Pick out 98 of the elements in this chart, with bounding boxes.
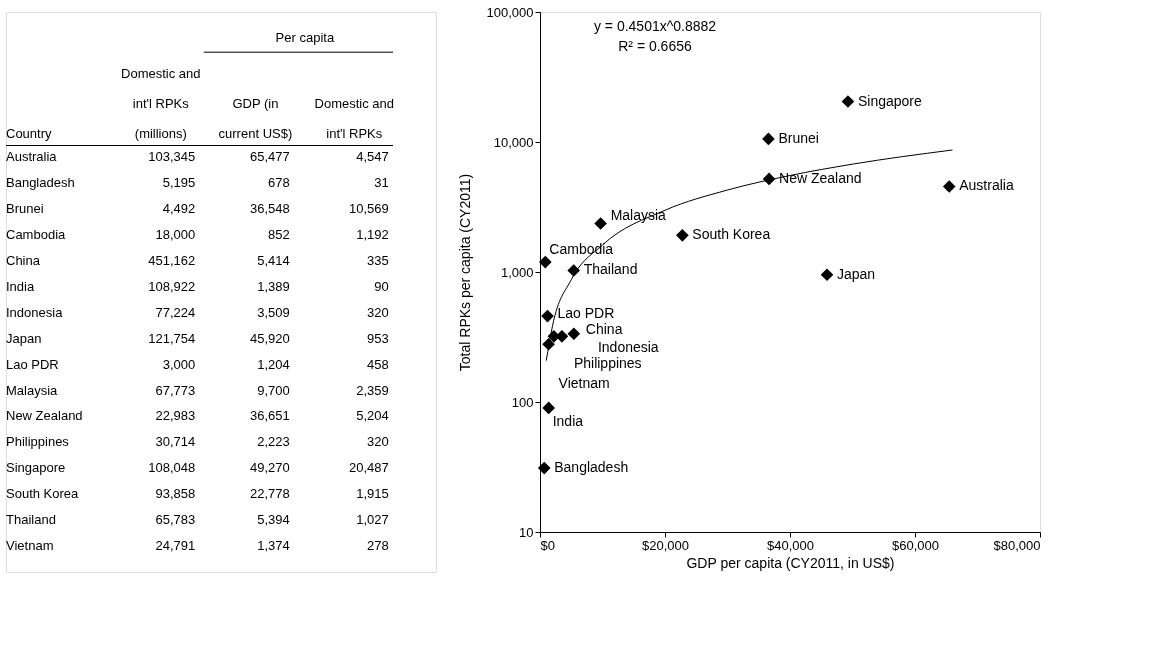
- category-label: Thailand: [6, 512, 56, 528]
- annotation: R² = 0.6656: [618, 38, 692, 54]
- data-label: 4,547: [356, 149, 389, 165]
- y-tick-label: 100,000: [486, 4, 534, 20]
- data-label: 10,569: [348, 201, 389, 217]
- data-label: 22,983: [155, 408, 196, 424]
- data-label: 9,700: [257, 382, 290, 398]
- legend-title: Per capita: [275, 29, 335, 45]
- data-label: 49,270: [250, 460, 290, 476]
- text: Country: [6, 125, 53, 141]
- category-label: Australia: [6, 149, 58, 165]
- category-label: South Korea: [6, 486, 80, 502]
- annotation: Bangladesh: [554, 459, 629, 476]
- category-label: Cambodia: [6, 226, 67, 242]
- data-label: 852: [268, 226, 290, 242]
- data-label: 5,195: [162, 175, 196, 191]
- y-tick-label: 10,000: [493, 134, 534, 150]
- data-label: 5,204: [356, 408, 389, 424]
- data-label: 458: [367, 356, 389, 372]
- data-label: 65,783: [155, 512, 196, 528]
- data-label: 278: [367, 538, 389, 554]
- data-label: 3,509: [257, 304, 290, 320]
- annotation: Vietnam: [558, 375, 610, 392]
- data-label: 93,858: [155, 486, 196, 502]
- data-label: 36,548: [250, 201, 290, 217]
- data-label: 1,389: [257, 278, 290, 294]
- text: GDP (in current US$): [218, 96, 293, 141]
- x-tick-label: $40,000: [767, 537, 814, 553]
- category-label: New Zealand: [6, 408, 83, 424]
- annotation: Japan: [837, 265, 876, 282]
- category-label: Bangladesh: [6, 175, 75, 191]
- data-label: 451,162: [148, 252, 196, 268]
- data-label: 320: [367, 304, 389, 320]
- text: Domestic and int'l RPKs (millions): [121, 66, 201, 141]
- annotation: India: [552, 412, 584, 429]
- category-label: Brunei: [6, 201, 44, 217]
- data-label: 2,223: [257, 434, 290, 450]
- y-axis-title: Total RPKs per capita (CY2011): [456, 173, 473, 372]
- x-tick-label: $80,000: [993, 537, 1041, 553]
- category-label: China: [6, 252, 41, 268]
- data-label: 5,414: [257, 252, 290, 268]
- data-label: 45,920: [250, 330, 290, 346]
- data-label: 2,359: [356, 382, 389, 398]
- data-label: 31: [374, 175, 389, 191]
- data-label: 90: [374, 278, 389, 294]
- annotation: Cambodia: [549, 241, 614, 258]
- data-label: 1,204: [257, 356, 290, 372]
- data-label: 1,915: [356, 486, 389, 502]
- data-label: 108,922: [148, 278, 196, 294]
- data-label: 22,778: [250, 486, 290, 502]
- data-label: 4,492: [162, 201, 196, 217]
- data-label: 24,791: [155, 538, 196, 554]
- data-label: 103,345: [148, 149, 196, 165]
- y-tick-label: 1,000: [500, 264, 534, 280]
- annotation: China: [585, 320, 623, 337]
- data-label: 1,192: [356, 226, 389, 242]
- y-tick-label: 100: [511, 394, 534, 410]
- data-label: 1,027: [356, 512, 389, 528]
- data-label: 335: [367, 252, 389, 268]
- annotation: Singapore: [857, 92, 922, 109]
- category-label: Lao PDR: [6, 356, 59, 372]
- category-label: India: [6, 278, 35, 294]
- data-label: 65,477: [250, 149, 290, 165]
- data-label: 77,224: [155, 304, 196, 320]
- annotation: New Zealand: [779, 169, 862, 186]
- annotation: Thailand: [583, 261, 638, 278]
- category-label: Philippines: [6, 434, 70, 450]
- text: Domestic and int'l RPKs: [314, 96, 395, 141]
- data-label: 1,374: [257, 538, 290, 554]
- annotation: Indonesia: [597, 339, 659, 356]
- data-label: 20,487: [348, 460, 389, 476]
- y-tick-label: 10: [519, 524, 534, 540]
- annotation: Lao PDR: [557, 305, 615, 322]
- data-label: 678: [268, 175, 290, 191]
- data-label: 5,394: [257, 512, 290, 528]
- x-tick-label: $20,000: [642, 537, 689, 553]
- annotation: y = 0.4501x^0.8882: [593, 18, 717, 34]
- x-tick-label: $60,000: [892, 537, 939, 553]
- x-tick-label: $0: [540, 537, 555, 553]
- category-label: Malaysia: [6, 382, 59, 398]
- category-label: Japan: [6, 330, 42, 346]
- data-label: 36,651: [250, 408, 290, 424]
- data-label: 67,773: [155, 382, 196, 398]
- x-axis-title: GDP per capita (CY2011, in US$): [686, 554, 895, 571]
- category-label: Indonesia: [6, 304, 64, 320]
- annotation: Australia: [959, 177, 1014, 194]
- category-label: Singapore: [6, 460, 66, 476]
- annotation: South Korea: [692, 226, 771, 243]
- data-label: 30,714: [155, 434, 196, 450]
- data-label: 3,000: [162, 356, 196, 372]
- annotation: Brunei: [778, 129, 819, 146]
- data-label: 108,048: [148, 460, 196, 476]
- data-label: 320: [367, 434, 389, 450]
- annotation: Philippines: [573, 355, 642, 372]
- data-label: 18,000: [155, 226, 196, 242]
- category-label: Vietnam: [6, 538, 54, 554]
- data-label: 953: [367, 330, 389, 346]
- data-label: 121,754: [148, 330, 196, 346]
